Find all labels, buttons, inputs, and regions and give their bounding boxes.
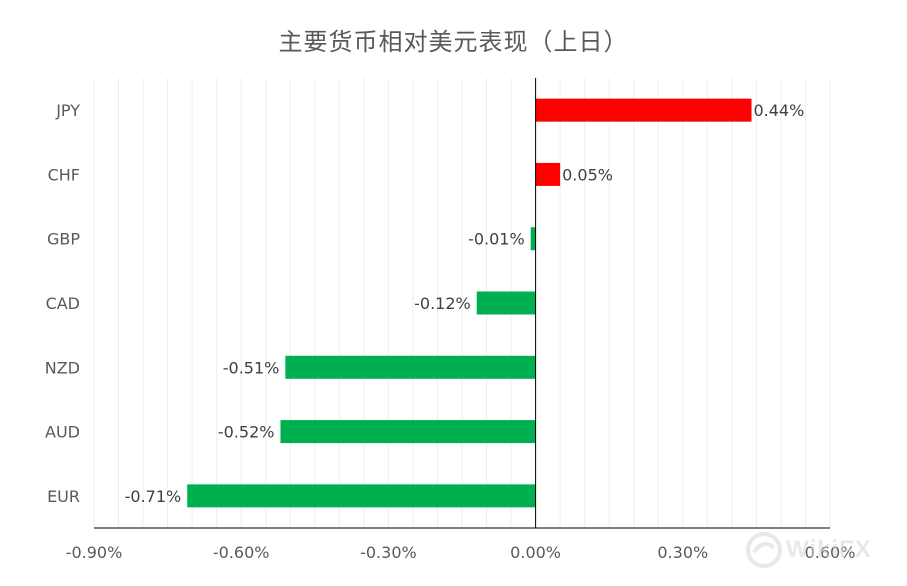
data-label: -0.71% <box>125 487 182 506</box>
category-label: CAD <box>46 294 80 313</box>
x-tick-label: -0.30% <box>360 543 417 562</box>
x-tick-label: -0.60% <box>213 543 270 562</box>
data-label: -0.12% <box>414 294 471 313</box>
x-tick-label: 0.00% <box>510 543 561 562</box>
bar-cad <box>476 291 536 315</box>
data-label: -0.52% <box>218 423 275 442</box>
x-tick-label: 0.30% <box>657 543 708 562</box>
bar-chf <box>535 162 561 186</box>
bar-eur <box>187 484 536 508</box>
category-label: EUR <box>47 487 80 506</box>
data-label: -0.51% <box>223 358 280 377</box>
category-label: GBP <box>47 230 80 249</box>
watermark-text: WikiFX <box>786 536 872 563</box>
data-label: 0.05% <box>562 165 613 184</box>
axes <box>94 78 830 529</box>
category-label: AUD <box>45 423 80 442</box>
bar-gbp <box>530 227 536 251</box>
chart-title: 主要货币相对美元表现（上日） <box>278 28 629 56</box>
watermark-logo: WikiFX <box>742 528 872 572</box>
x-tick-label: -0.90% <box>66 543 123 562</box>
watermark-icon <box>746 532 782 568</box>
bars <box>187 98 752 508</box>
category-label: NZD <box>45 358 80 377</box>
x-tick-label: 0.60% <box>805 543 856 562</box>
bar-aud <box>280 420 536 444</box>
grid-lines <box>93 78 831 528</box>
category-label: CHF <box>48 165 80 184</box>
data-label: 0.44% <box>753 101 804 120</box>
bar-jpy <box>535 98 752 122</box>
labels: 0.44% JPY 0.05% CHF -0.01% GBP -0.12% CAD -0.51%… <box>45 101 856 562</box>
data-label: -0.01% <box>468 230 525 249</box>
category-label: JPY <box>55 101 80 120</box>
bar-nzd <box>285 355 536 379</box>
